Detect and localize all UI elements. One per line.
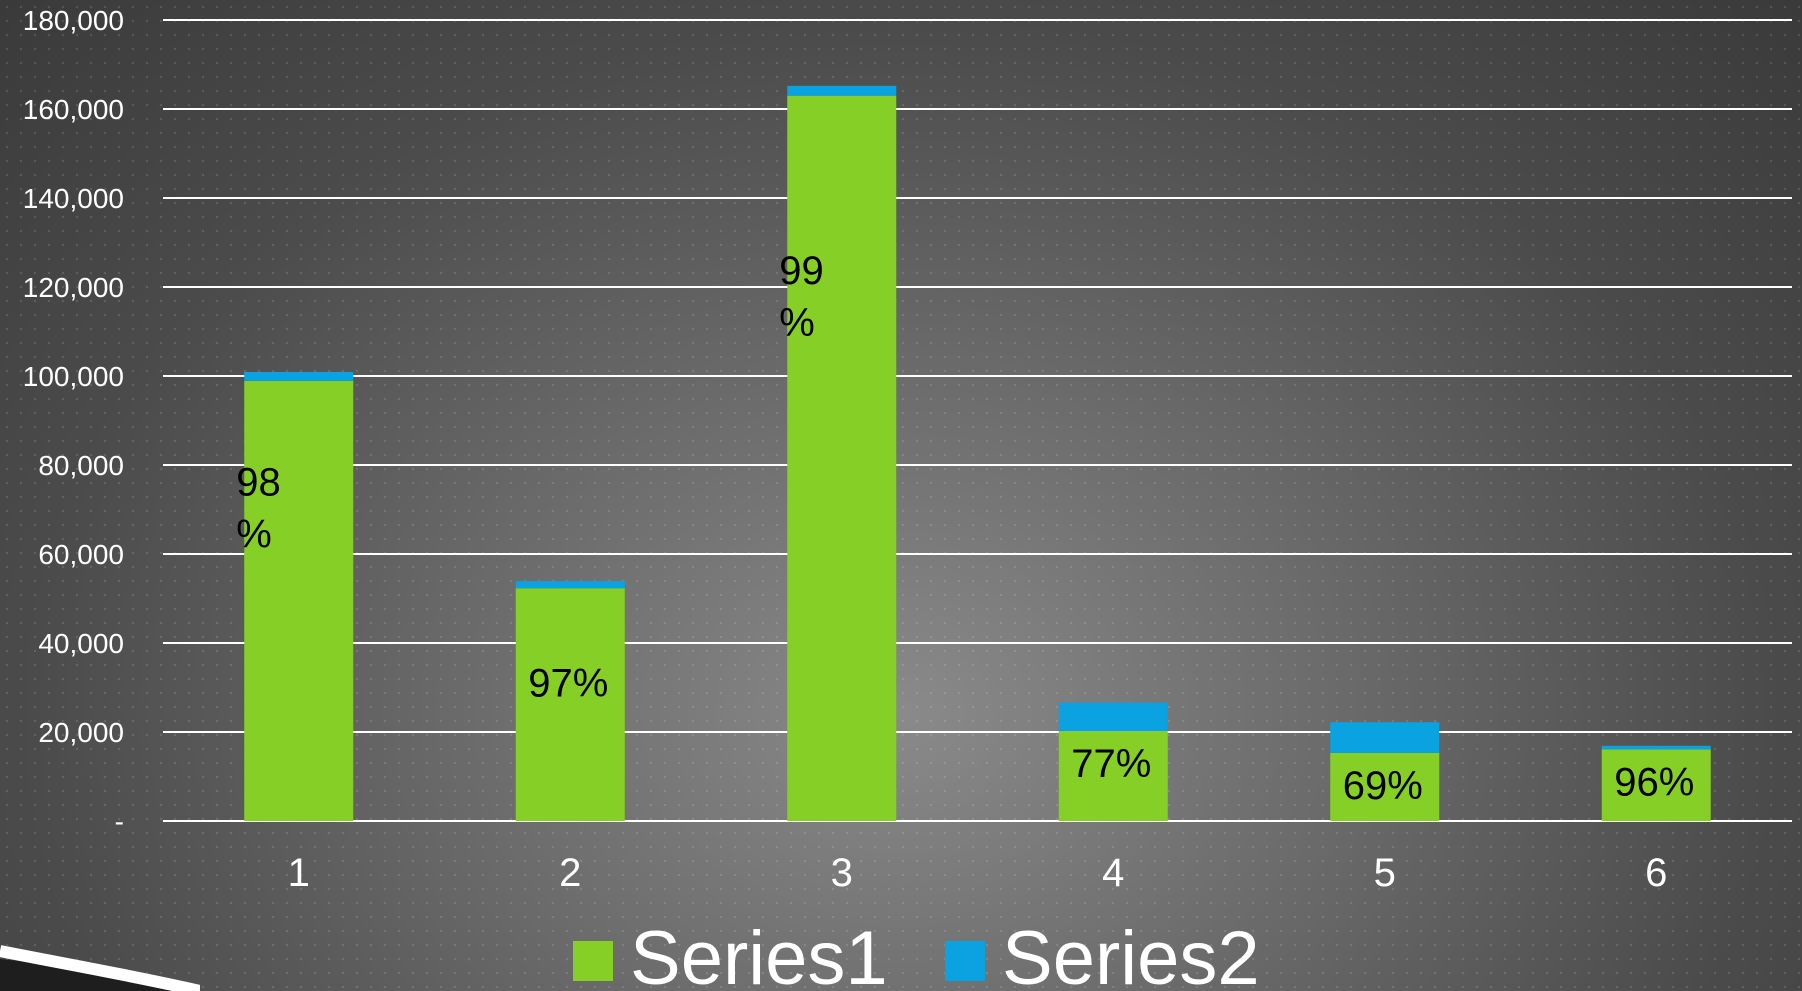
data-label: 69% <box>1343 764 1423 808</box>
y-tick-label: 20,000 <box>38 717 124 748</box>
data-label-line: 69% <box>1343 764 1423 808</box>
legend: Series1 Series2 <box>573 916 1260 991</box>
x-tick-label: 6 <box>1645 851 1667 895</box>
y-tick-label: 80,000 <box>38 450 124 481</box>
legend-label-series1: Series1 <box>630 916 888 991</box>
x-tick-label: 3 <box>831 851 853 895</box>
bar-series2 <box>244 371 354 381</box>
data-label: 77% <box>1071 742 1151 786</box>
bar-series1 <box>1601 749 1711 821</box>
y-tick-label: 100,000 <box>23 361 124 392</box>
bar-series1 <box>515 588 625 821</box>
y-tick-label: - <box>115 806 124 837</box>
bar-series1 <box>1058 731 1168 821</box>
data-label: 98% <box>236 460 281 556</box>
corner-swoosh-decoration <box>0 945 200 991</box>
legend-label-series2: Series2 <box>1002 916 1260 991</box>
data-labels: 98 % 97% 99 % 77% 69% 96% <box>236 249 1694 808</box>
data-label-line: 77% <box>1071 742 1151 786</box>
data-label-line: 96% <box>1614 760 1694 804</box>
y-tick-label: 120,000 <box>23 272 124 303</box>
x-tick-label: 4 <box>1102 851 1124 895</box>
y-tick-label: 40,000 <box>38 628 124 659</box>
legend-swatch-series1 <box>573 941 613 981</box>
bar-series1 <box>1330 752 1440 821</box>
y-tick-label: 60,000 <box>38 539 124 570</box>
bar-series2 <box>787 85 897 96</box>
data-label: 97% <box>528 662 608 706</box>
bar-series2 <box>1330 722 1440 753</box>
data-label-line: 97% <box>528 662 608 706</box>
data-label: 96% <box>1614 760 1694 804</box>
bar-series2 <box>1058 702 1168 732</box>
y-axis-tick-labels: - 20,000 40,000 60,000 80,000 100,000 120,000 1… <box>23 5 124 837</box>
bar-series2 <box>515 581 625 589</box>
data-label-line: 98 <box>236 460 281 504</box>
bar-series2 <box>1601 745 1711 750</box>
gridlines <box>163 19 1792 822</box>
data-label: 99% <box>779 249 824 345</box>
data-label-line: % <box>236 512 272 556</box>
y-tick-label: 180,000 <box>23 5 124 36</box>
bars <box>244 85 1711 821</box>
x-axis-tick-labels: 1 2 3 4 5 6 <box>288 851 1668 895</box>
x-tick-label: 1 <box>288 851 310 895</box>
bar-series1 <box>787 95 897 821</box>
y-tick-label: 160,000 <box>23 94 124 125</box>
x-tick-label: 5 <box>1374 851 1396 895</box>
legend-swatch-series2 <box>945 941 985 981</box>
x-tick-label: 2 <box>559 851 581 895</box>
bar-series1 <box>244 380 354 821</box>
data-label-line: 99 <box>779 249 824 293</box>
data-label-line: % <box>779 301 815 345</box>
y-tick-label: 140,000 <box>23 183 124 214</box>
